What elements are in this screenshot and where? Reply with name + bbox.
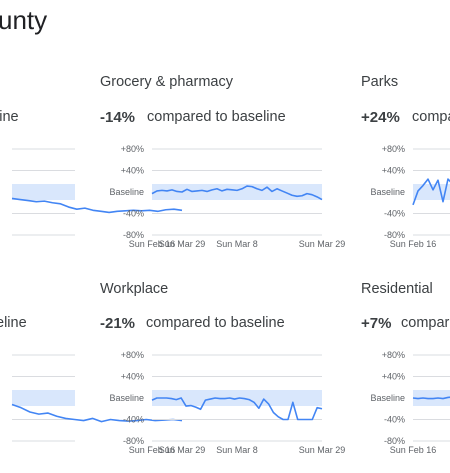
y-tick-label: +40% [382, 372, 405, 382]
y-tick-label: -80% [384, 436, 405, 446]
x-tick-label: Sun Mar 8 [216, 239, 258, 249]
y-tick-label: -80% [123, 230, 144, 240]
card-title-parks: Parks [361, 74, 399, 90]
y-tick-label: Baseline [109, 393, 144, 403]
baseline-band [413, 184, 450, 200]
card-5-chart: +80% +40% Baseline -40% -80%Sun Feb 16 [370, 350, 450, 455]
y-tick-label: -40% [123, 415, 144, 425]
card-pct-workplace: -21% [100, 315, 136, 332]
card-title-workplace: Workplace [100, 281, 169, 297]
x-tick-label: Sun Mar 29 [159, 445, 206, 455]
series-line [151, 185, 323, 201]
series-line [151, 397, 323, 421]
card-3-chart: Sun Mar 29 [11, 354, 205, 455]
series-line [412, 396, 450, 400]
card-4-chart: +80%+40%Baseline-40%-80%Sun Feb 16 Sun Ma… [109, 350, 346, 455]
card-compare-parks: compa [412, 109, 450, 125]
y-tick-label: +40% [382, 166, 405, 176]
y-tick-label: +80% [121, 350, 144, 360]
x-tick-label: Sun Mar 29 [299, 445, 346, 455]
card-compare-text-2: eline [0, 315, 27, 331]
x-tick-label: Sun Feb 16 [129, 239, 176, 249]
card-compare-text: line [0, 109, 19, 125]
card-0-chart: Sun Mar 29 [11, 148, 205, 249]
y-tick-label: +40% [121, 166, 144, 176]
y-tick-label: +40% [121, 372, 144, 382]
series-line [11, 403, 183, 423]
y-tick-label: -40% [384, 415, 405, 425]
baseline-band [12, 184, 75, 200]
y-tick-label: +80% [382, 144, 405, 154]
x-tick-label: Sun Mar 29 [299, 239, 346, 249]
y-tick-label: +80% [382, 350, 405, 360]
card-1-chart: +80%+40%Baseline-40%-80%Sun Feb 16 Sun Ma… [109, 144, 346, 249]
series-line [11, 197, 183, 214]
card-pct-parks: +24% [361, 109, 400, 126]
x-tick-label: Sun Feb 16 [390, 445, 437, 455]
card-title-grocery: Grocery & pharmacy [100, 74, 233, 90]
y-tick-label: -80% [384, 230, 405, 240]
y-tick-label: -40% [384, 209, 405, 219]
x-tick-label: Sun Mar 29 [159, 239, 206, 249]
y-tick-label: Baseline [370, 187, 405, 197]
x-tick-label: Sun Feb 16 [390, 239, 437, 249]
card-compare-grocery: compared to baseline [147, 109, 286, 125]
card-2-chart: +80% +40% Baseline -40% -80%Sun Feb 16 [370, 144, 450, 249]
x-tick-label: Sun Feb 16 [129, 445, 176, 455]
card-pct-grocery: -14% [100, 109, 136, 126]
x-tick-label: Sun Mar 8 [216, 445, 258, 455]
card-title-residential: Residential [361, 281, 433, 297]
card-compare-workplace: compared to baseline [146, 315, 285, 331]
baseline-band [12, 390, 75, 406]
y-tick-label: -80% [123, 436, 144, 446]
y-tick-label: Baseline [109, 187, 144, 197]
y-tick-label: -40% [123, 209, 144, 219]
card-compare-residential: compar [401, 315, 450, 331]
series-line [412, 178, 450, 206]
y-tick-label: +80% [121, 144, 144, 154]
page-title: unty [0, 5, 48, 35]
baseline-band [152, 184, 322, 200]
y-tick-label: Baseline [370, 393, 405, 403]
card-pct-residential: +7% [361, 315, 392, 332]
